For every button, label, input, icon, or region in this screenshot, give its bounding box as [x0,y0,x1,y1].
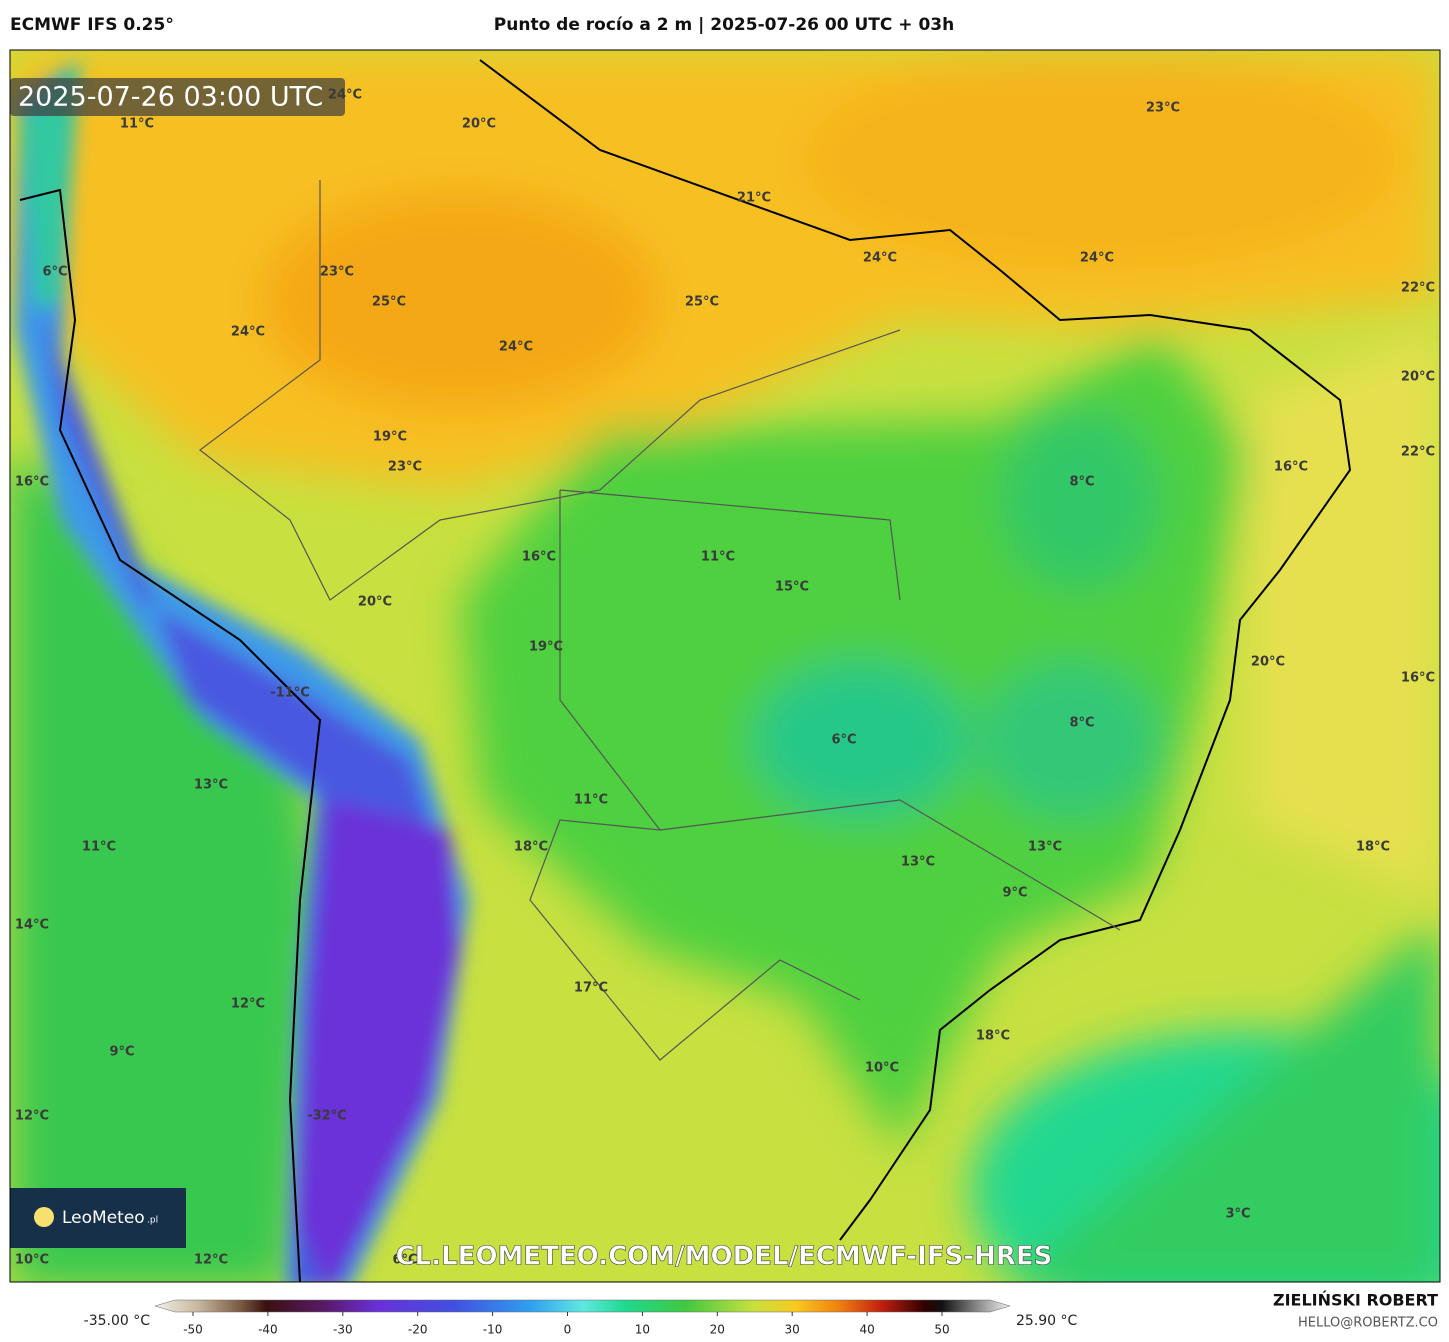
temp-label: 15°C [775,580,809,595]
temp-label: 9°C [1002,886,1027,901]
temp-label: 16°C [15,475,49,490]
borders [199,180,1121,1061]
timestamp: 2025-07-26 03:00 UTC [18,82,323,113]
temp-label: 25°C [685,295,719,310]
email: HELLO@ROBERTZ.CO [1298,1316,1438,1331]
temp-label: 20°C [1401,370,1435,385]
logo-name: LeoMeteo [62,1208,145,1228]
temp-label: 16°C [522,550,556,565]
temp-label: 12°C [194,1253,228,1268]
colorbar-tick-label: -20 [408,1323,428,1337]
colorbar-tick-label: -50 [183,1323,203,1337]
temp-label: 8°C [1069,716,1094,731]
temp-label: 14°C [15,918,49,933]
temp-label: 19°C [529,640,563,655]
colorbar-max: 25.90 °C [1016,1313,1078,1329]
temp-label: 11°C [574,793,608,808]
model-name: ECMWF IFS 0.25° [10,15,174,35]
temp-label: 24°C [1080,251,1114,266]
temp-label: 6°C [42,265,67,280]
temp-label: 13°C [194,778,228,793]
labels: 24°C 11°C 20°C 23°C 21°C 24°C 24°C 6°C 23°C 25°C 2… [15,88,1435,1268]
map: 2025-07-26 03:00 UTC 24°C 11°C 20°C 23°C 21°… [10,50,1440,1282]
temp-label: 12°C [15,1109,49,1124]
temp-label: 23°C [1146,101,1180,116]
temp-label: 17°C [574,981,608,996]
colorbar-tick-label: -40 [258,1323,278,1337]
colorbar-min: -35.00 °C [84,1313,151,1329]
temp-label: 23°C [320,265,354,280]
colorbar [154,1299,1011,1313]
temp-label: 24°C [328,88,362,103]
logo-sun [34,1207,54,1227]
temp-label: 13°C [1028,840,1062,855]
temp-label: 23°C [388,460,422,475]
temp-label: 24°C [499,340,533,355]
author: ZIELIŃSKI ROBERT [1273,1291,1438,1310]
temp-label: 6°C [831,733,856,748]
temp-label: 9°C [109,1045,134,1060]
temp-label: 25°C [372,295,406,310]
colorbar-tick-label: 30 [785,1323,800,1337]
title: Punto de rocío a 2 m | 2025-07-26 00 UTC… [494,15,954,35]
temp-label: 13°C [901,855,935,870]
colorbar-tick-label: -30 [333,1323,353,1337]
temp-label: 18°C [1356,840,1390,855]
temp-label: -11°C [270,686,310,701]
coastline [19,59,1352,1282]
colorbar-tick-label: 50 [934,1323,949,1337]
temp-label: 20°C [1251,655,1285,670]
temp-label: 6°C [392,1253,417,1268]
temp-label: 16°C [1274,460,1308,475]
map-frame [9,49,1441,1283]
timestamp-box [10,78,345,116]
temp-label: 20°C [462,117,496,132]
temp-label: 11°C [120,117,154,132]
temp-label: 21°C [737,191,771,206]
temp-label: 3°C [1225,1207,1250,1222]
temp-label: 10°C [865,1061,899,1076]
colorbar-tick-label: -10 [483,1323,503,1337]
temp-label: 11°C [82,840,116,855]
temp-label: 11°C [701,550,735,565]
colorbar-tick-label: 40 [859,1323,874,1337]
temp-label: 18°C [514,840,548,855]
colorbar-tick-label: 20 [710,1323,725,1337]
colorbar-tick-label: 10 [635,1323,650,1337]
temp-label: 22°C [1401,445,1435,460]
temp-label: 8°C [1069,475,1094,490]
temp-label: 22°C [1401,281,1435,296]
temp-label: 10°C [15,1253,49,1268]
temp-label: 19°C [373,430,407,445]
temp-label: 16°C [1401,671,1435,686]
colorbar-tick-label: 0 [564,1323,572,1337]
logo-suffix: .pl [147,1216,158,1226]
temp-label: 12°C [231,997,265,1012]
temp-label: 18°C [976,1029,1010,1044]
temp-label: -32°C [307,1109,347,1124]
watermark: CL.LEOMETEO.COM/MODEL/ECMWF-IFS-HRES [396,1242,1053,1272]
temp-label: 20°C [358,595,392,610]
temp-label: 24°C [231,325,265,340]
temp-label: 24°C [863,251,897,266]
